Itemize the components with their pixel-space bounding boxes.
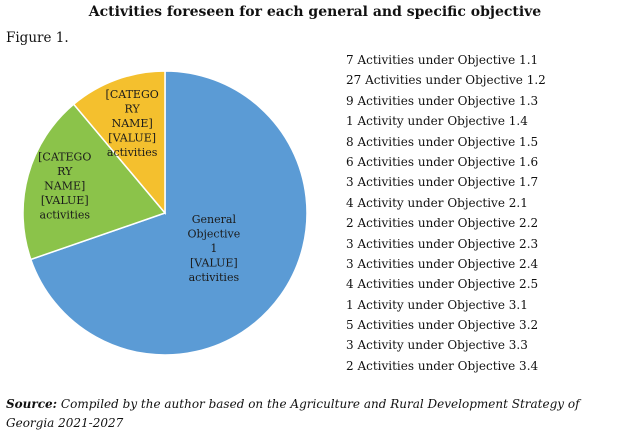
legend-item: 1 Activity under Objective 3.1 (346, 297, 528, 312)
slice-label-objective-3: NAME] (112, 117, 153, 130)
pie-slice-objective-3 (72, 70, 166, 216)
slice-label-objective-3: [CATEGO (106, 88, 159, 101)
pie-slice-objective-1 (29, 70, 308, 356)
legend-item: 3 Activity under Objective 3.3 (346, 338, 528, 353)
figure-label: Figure 1. (6, 30, 69, 46)
legend-item: 5 Activities under Objective 3.2 (346, 318, 539, 333)
legend-item: 3 Activities under Objective 2.3 (346, 236, 539, 251)
pie-slice-objective-2 (22, 103, 167, 261)
slice-label-objective-1: Objective (187, 227, 240, 240)
slice-label-objective-3: [VALUE] (108, 131, 156, 144)
slice-label-objective-2: activities (40, 208, 91, 221)
slice-label-objective-1: General (192, 213, 237, 226)
legend-item: 4 Activities under Objective 2.5 (346, 277, 539, 292)
slice-label-objective-2: RY (57, 165, 73, 178)
legend-item: 8 Activities under Objective 1.5 (346, 134, 539, 149)
slice-label-objective-2: [VALUE] (41, 194, 89, 207)
slice-label-objective-1: 1 (210, 242, 217, 255)
legend-item: 3 Activities under Objective 2.4 (346, 256, 539, 271)
legend-item: 9 Activities under Objective 1.3 (346, 93, 539, 108)
legend-item: 27 Activities under Objective 1.2 (346, 73, 546, 88)
slice-label-objective-2: NAME] (44, 179, 85, 192)
source-text: Compiled by the author based on the Agri… (6, 397, 580, 430)
legend-item: 2 Activities under Objective 3.4 (346, 358, 539, 373)
slice-label-objective-3: RY (125, 102, 141, 115)
objective-activity-list: 7 Activities under Objective 1.1 27 Activ… (346, 50, 546, 376)
slice-label-objective-2: [CATEGO (38, 150, 91, 163)
source-note: Source: Compiled by the author based on … (6, 395, 626, 433)
legend-item: 1 Activity under Objective 1.4 (346, 114, 528, 129)
legend-item: 4 Activity under Objective 2.1 (346, 195, 528, 210)
legend-item: 2 Activities under Objective 2.2 (346, 216, 539, 231)
legend-item: 3 Activities under Objective 1.7 (346, 175, 539, 190)
slice-label-objective-1: [VALUE] (190, 256, 238, 269)
slice-label-objective-3: activities (107, 146, 158, 159)
legend-item: 6 Activities under Objective 1.6 (346, 154, 539, 169)
source-prefix: Source: (6, 397, 58, 411)
slice-label-objective-1: activities (189, 271, 240, 284)
chart-title: Activities foreseen for each general and… (88, 4, 542, 20)
legend-item: 7 Activities under Objective 1.1 (346, 53, 539, 67)
